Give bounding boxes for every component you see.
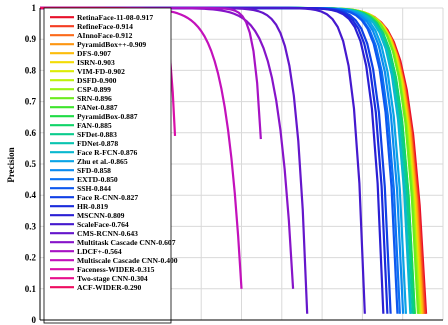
legend-label: DSFD-0.900	[77, 76, 117, 85]
legend-label: ISRN-0.903	[77, 58, 115, 67]
y-tick-label: 0.1	[25, 284, 37, 294]
legend-label: ScaleFace-0.764	[77, 220, 129, 229]
legend-label: RetinaFace-11-08-0.917	[77, 13, 153, 22]
legend-label: CSP-0.899	[77, 85, 111, 94]
y-tick-label: 0.9	[25, 34, 37, 44]
legend-label: SRN-0.896	[77, 94, 112, 103]
legend-label: PyramidBox++-0.909	[77, 40, 146, 49]
legend-label: Zhu et al.-0.865	[77, 157, 128, 166]
curves	[40, 6, 428, 314]
legend-label: SFD-0.858	[77, 166, 111, 175]
legend-label: Multitask Cascade CNN-0.607	[77, 238, 176, 247]
legend: RetinaFace-11-08-0.917RefineFace-0.914AI…	[43, 7, 178, 324]
y-tick-labels: 0 0.1 0.2 0.3 0.4 0.5 0.6 0.7 0.8 0.9 1	[25, 3, 37, 325]
legend-label: Multiscale Cascade CNN-0.400	[77, 256, 178, 265]
legend-label: FDNet-0.878	[77, 139, 118, 148]
y-tick-label: 0.8	[25, 65, 37, 75]
legend-label: EXTD-0.850	[77, 175, 118, 184]
y-tick-label: 0.2	[25, 253, 37, 263]
y-tick-label: 1	[32, 3, 37, 13]
y-tick-label: 0.3	[25, 221, 37, 231]
legend-box	[43, 7, 172, 324]
y-tick-label: 0.7	[25, 97, 37, 107]
y-tick-label: 0	[32, 315, 37, 325]
legend-label: PyramidBox-0.887	[77, 112, 138, 121]
legend-label: Face R-CNN-0.827	[77, 193, 138, 202]
y-tick-label: 0.5	[25, 159, 37, 169]
legend-label: AInnoFace-0.912	[77, 31, 133, 40]
legend-label: FAN-0.885	[77, 121, 112, 130]
legend-label: HR-0.819	[77, 202, 108, 211]
legend-label: SSH-0.844	[77, 184, 111, 193]
legend-items: RetinaFace-11-08-0.917RefineFace-0.914AI…	[50, 13, 178, 292]
legend-label: CMS-RCNN-0.643	[77, 229, 138, 238]
legend-label: ACF-WIDER-0.290	[77, 283, 142, 292]
legend-label: Two-stage CNN-0.304	[77, 274, 148, 283]
legend-label: FANet-0.887	[77, 103, 118, 112]
legend-label: LDCF+-0.564	[77, 247, 122, 256]
y-axis-title: Precision	[6, 147, 16, 182]
legend-label: VIM-FD-0.902	[77, 67, 125, 76]
axes	[39, 8, 443, 321]
y-tick-label: 0.6	[25, 128, 37, 138]
legend-label: SFDet-0.883	[77, 130, 117, 139]
y-tick-label: 0.4	[25, 190, 37, 200]
legend-label: MSCNN-0.809	[77, 211, 125, 220]
legend-label: RefineFace-0.914	[77, 22, 133, 31]
legend-label: Face R-FCN-0.876	[77, 148, 138, 157]
legend-label: DFS-0.907	[77, 49, 111, 58]
legend-label: Faceness-WIDER-0.315	[77, 265, 155, 274]
